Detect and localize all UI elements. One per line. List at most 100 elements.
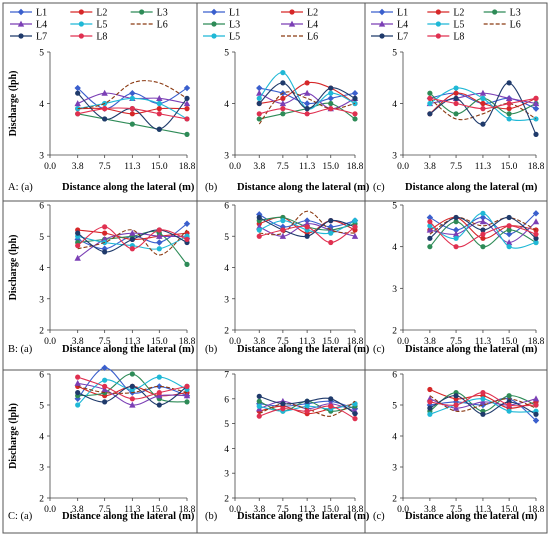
legend-label-l5: L5 [229, 32, 240, 43]
data-point-l7 [506, 80, 512, 86]
y-tick-label: 4 [224, 100, 229, 110]
x-tick-label: 11.3 [475, 505, 492, 515]
data-point-l8 [129, 396, 135, 402]
y-tick-label: 3 [224, 152, 229, 162]
data-point-l8 [328, 106, 334, 112]
data-point-l2 [427, 386, 433, 393]
data-point-l5 [352, 218, 358, 224]
data-point-l7 [427, 405, 433, 411]
data-point-l5 [533, 239, 539, 246]
chart-panel-B-c: 2 3 4 5 0.0 3.8 7.5 11.3 15.0 18.8 (c) Distance alo… [373, 202, 545, 356]
x-tick-label: 3.8 [253, 505, 265, 515]
x-tick-label: 18.8 [528, 162, 545, 172]
y-axis-label: Discharge (lph) [8, 71, 19, 137]
data-point-l1 [452, 226, 460, 234]
legend: L1 L2 L3 L4 L5 L6 [203, 8, 318, 43]
x-tick-label: 18.8 [347, 505, 364, 515]
data-point-l8 [533, 95, 539, 101]
y-tick-label: 3 [39, 152, 44, 162]
legend-marker-l2 [435, 9, 441, 15]
x-tick-label: 15.0 [501, 505, 518, 515]
x-tick-label: 3.8 [424, 337, 436, 347]
data-point-l7 [328, 218, 334, 224]
data-point-l7 [427, 111, 433, 117]
chart-panel-C-a: 2 3 4 5 6 0.0 3.8 7.5 11.3 15.0 18.8 Discharge (lph… [8, 364, 196, 522]
y-tick-label: 5 [224, 420, 229, 430]
x-tick-label: 11.3 [299, 505, 316, 515]
data-point-l7 [328, 85, 334, 91]
x-tick-label: 3.8 [253, 162, 265, 172]
x-tick-label: 7.5 [277, 337, 289, 347]
data-point-l4 [101, 89, 108, 96]
data-point-l8 [280, 406, 286, 412]
x-tick-label: 18.8 [528, 505, 545, 515]
x-tick-label: 11.3 [475, 162, 492, 172]
x-tick-label: 15.0 [501, 162, 518, 172]
y-tick-label: 5 [392, 202, 397, 212]
data-point-l7 [453, 393, 459, 399]
legend-label-l2: L2 [96, 8, 107, 19]
data-point-l7 [75, 390, 81, 396]
data-point-l7 [75, 230, 81, 236]
x-tick-label: 0.0 [44, 162, 56, 172]
y-tick-label: 6 [224, 202, 229, 212]
x-tick-label: 0.0 [44, 337, 56, 347]
data-point-l4 [74, 379, 81, 386]
data-point-l8 [102, 106, 108, 112]
y-tick-label: 3 [39, 295, 44, 305]
legend-marker-l4 [288, 20, 296, 27]
legend-label-l8: L8 [453, 32, 464, 43]
data-point-l1 [351, 90, 359, 97]
x-tick-label: 3.8 [424, 505, 436, 515]
panel-label: (c) [373, 511, 385, 522]
x-tick-label: 18.8 [347, 337, 364, 347]
data-point-l7 [256, 214, 262, 221]
x-axis-label: Distance along the lateral (m) [237, 511, 370, 522]
legend-marker-l1 [378, 8, 386, 16]
data-point-l7 [280, 80, 286, 86]
data-point-l3 [506, 227, 512, 233]
data-point-l8 [156, 111, 162, 117]
x-tick-label: 3.8 [72, 337, 84, 347]
data-point-l1 [183, 84, 191, 92]
x-tick-label: 18.8 [179, 337, 196, 347]
data-point-l5 [480, 95, 486, 101]
data-point-l3 [506, 111, 512, 117]
data-point-l5 [156, 374, 162, 380]
legend-marker-l3 [492, 9, 498, 15]
data-point-l8 [533, 402, 539, 408]
legend-label-l2: L2 [307, 8, 318, 19]
panel-label: (c) [373, 344, 385, 355]
data-point-l8 [480, 106, 486, 112]
data-point-l5 [480, 210, 486, 216]
x-tick-label: 11.3 [299, 337, 316, 347]
legend: L1 L2 L3 L4 L5 L6 L7 L8 [371, 8, 521, 43]
data-point-l5 [328, 90, 334, 96]
x-tick-label: 0.0 [397, 505, 409, 515]
series-line-l6 [77, 80, 188, 110]
x-tick-label: 18.8 [179, 162, 196, 172]
legend-label-l4: L4 [36, 20, 47, 31]
x-tick-label: 18.8 [528, 337, 545, 347]
data-point-l7 [480, 121, 486, 127]
data-point-l1 [101, 245, 108, 252]
data-point-l1 [327, 95, 334, 102]
legend-marker-l5 [211, 33, 217, 39]
x-tick-label: 0.0 [44, 505, 56, 515]
series-line-l6 [77, 385, 188, 394]
data-point-l4 [183, 392, 191, 399]
data-point-l7 [480, 411, 486, 417]
data-point-l5 [280, 218, 286, 224]
data-point-l8 [75, 111, 81, 117]
chart-panel-A-b: 3 4 5 0.0 3.8 7.5 11.3 15.0 18.8 (b) Distance alon… [203, 8, 370, 193]
y-tick-label: 6 [224, 395, 229, 405]
x-tick-label: 18.8 [347, 162, 364, 172]
data-point-l7 [102, 249, 108, 255]
y-tick-label: 6 [39, 371, 44, 381]
chart-panel-A-c: 3 4 5 0.0 3.8 7.5 11.3 15.0 18.8 (c) Distance alon… [371, 8, 545, 193]
data-point-l7 [352, 95, 358, 101]
series-line-l6 [429, 97, 537, 121]
x-tick-label: 7.5 [99, 337, 111, 347]
x-tick-label: 7.5 [450, 505, 462, 515]
legend-marker-l1 [210, 8, 218, 16]
